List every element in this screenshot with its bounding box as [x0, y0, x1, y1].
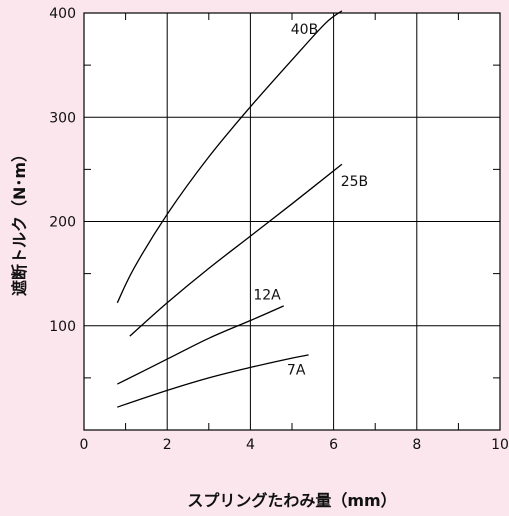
x-tick-label: 0 — [80, 437, 89, 453]
plot-frame — [83, 12, 501, 431]
x-tick-label: 8 — [412, 437, 421, 453]
series-label-25b: 25B — [341, 174, 368, 190]
y-tick-label: 200 — [49, 215, 76, 231]
series-lines — [116, 10, 343, 408]
series-label-7a: 7A — [287, 363, 306, 379]
y-tick-label: 400 — [49, 6, 76, 22]
x-tick-label: 10 — [491, 437, 509, 453]
y-tick-labels: 100 200 300 400 — [49, 6, 76, 335]
series-label-40b: 40B — [291, 22, 318, 38]
series-labels: 40B 25B 12A 7A — [253, 22, 368, 379]
x-axis-title: スプリングたわみ量（mm） — [187, 491, 396, 510]
y-axis-title: 遮断トルク（N･m） — [10, 146, 29, 296]
minor-ticks — [84, 13, 500, 430]
x-tick-labels: 0 2 4 6 8 10 — [80, 437, 509, 453]
series-label-12a: 12A — [253, 288, 281, 304]
x-tick-label: 6 — [329, 437, 338, 453]
x-tick-label: 2 — [163, 437, 172, 453]
series-line-12a — [117, 305, 284, 385]
y-tick-label: 300 — [49, 110, 76, 126]
series-line-40b — [116, 10, 343, 304]
series-line-7a — [117, 354, 309, 408]
series-line-25b — [129, 163, 343, 337]
x-tick-label: 4 — [246, 437, 255, 453]
y-tick-label: 100 — [49, 319, 76, 335]
grid-lines — [84, 13, 500, 430]
